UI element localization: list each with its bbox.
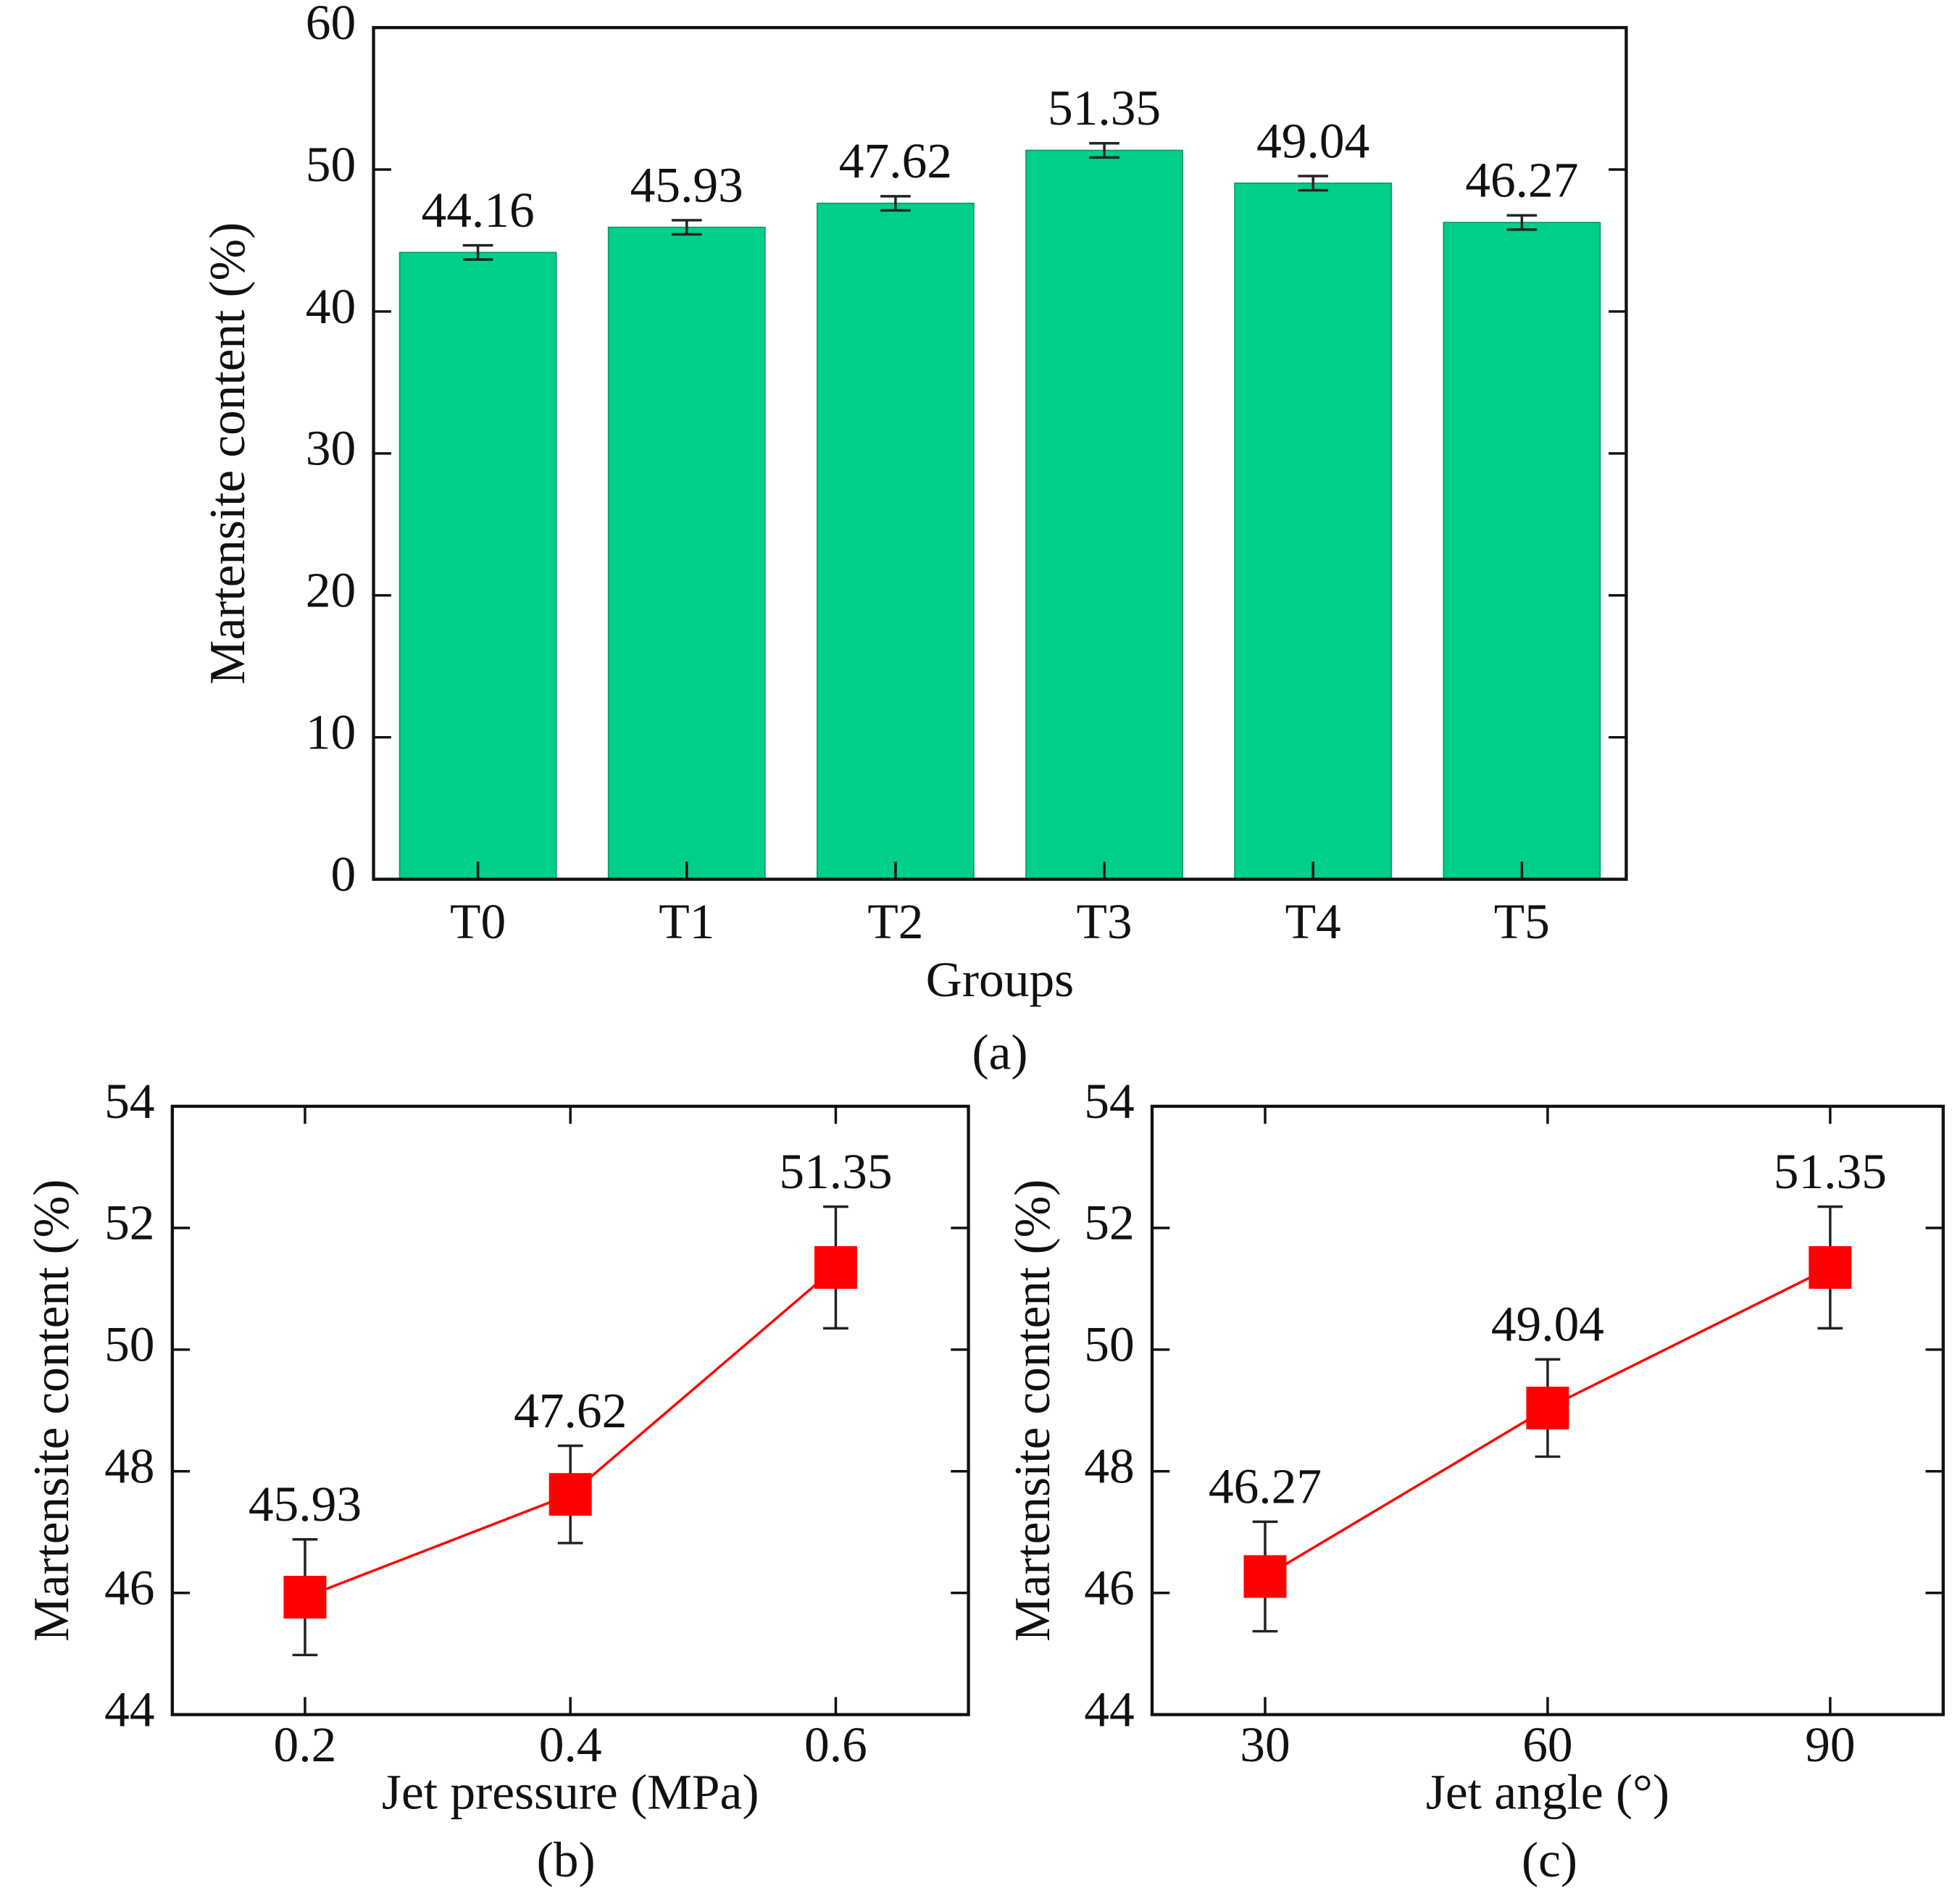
y-tick-label: 0 [331, 846, 356, 902]
data-label: 46.27 [1209, 1458, 1322, 1514]
marker [283, 1576, 327, 1619]
y-tick-label: 20 [306, 562, 356, 618]
data-label: 47.62 [514, 1382, 627, 1438]
data-label: 47.62 [839, 133, 952, 188]
y-tick-label: 54 [1084, 1073, 1134, 1129]
y-tick-label: 50 [306, 136, 356, 192]
panel-caption: (a) [972, 1024, 1027, 1080]
y-tick-label: 40 [306, 278, 356, 334]
data-label: 51.35 [1048, 80, 1161, 135]
plot-frame [170, 1104, 970, 1716]
y-tick-label: 52 [1084, 1195, 1134, 1250]
data-label: 45.93 [630, 156, 743, 212]
y-axis-label: Martensite content (%) [199, 222, 255, 685]
data-label: 45.93 [249, 1476, 362, 1532]
y-tick-label: 50 [1084, 1316, 1134, 1372]
data-label: 46.27 [1465, 152, 1578, 208]
y-tick-label: 44 [1084, 1682, 1134, 1737]
plot-frame [372, 25, 1628, 881]
data-label: 49.04 [1491, 1296, 1604, 1352]
data-label: 49.04 [1256, 112, 1369, 168]
y-tick-label: 48 [104, 1438, 154, 1494]
plot-frame [1150, 1104, 1945, 1716]
marker [1809, 1246, 1852, 1289]
x-tick-label: 0.6 [804, 1716, 867, 1772]
bar [1443, 222, 1601, 880]
y-tick-label: 46 [104, 1560, 154, 1616]
bar [816, 202, 975, 880]
panel-caption: (c) [1522, 1832, 1577, 1887]
x-tick-label: T4 [1285, 893, 1341, 949]
bar [399, 251, 557, 880]
bar [1025, 149, 1183, 880]
x-axis-label: Jet pressure (MPa) [382, 1764, 759, 1820]
marker [1243, 1555, 1287, 1598]
y-axis-label: Martensite content (%) [23, 1179, 79, 1642]
x-tick-label: T2 [867, 893, 923, 949]
panel-caption: (b) [537, 1832, 596, 1887]
y-tick-label: 50 [104, 1316, 154, 1372]
y-tick-label: 10 [306, 704, 356, 760]
y-tick-label: 46 [1084, 1560, 1134, 1616]
y-tick-label: 52 [104, 1195, 154, 1250]
x-tick-label: T5 [1494, 893, 1550, 949]
marker [814, 1246, 857, 1289]
x-tick-label: 30 [1240, 1716, 1290, 1772]
x-tick-label: T3 [1076, 893, 1132, 949]
x-tick-label: 0.4 [539, 1716, 602, 1772]
data-label: 51.35 [1774, 1143, 1887, 1199]
y-axis-label: Martensite content (%) [1004, 1179, 1060, 1642]
x-axis-label: Groups [926, 951, 1074, 1007]
y-tick-label: 30 [306, 420, 356, 476]
marker [549, 1473, 592, 1516]
x-tick-label: T1 [659, 893, 714, 949]
y-tick-label: 54 [104, 1073, 154, 1129]
x-tick-label: T0 [450, 893, 506, 949]
x-axis-label: Jet angle (°) [1426, 1764, 1669, 1820]
x-tick-label: 90 [1805, 1716, 1855, 1772]
y-tick-label: 44 [104, 1682, 154, 1737]
bar [1234, 182, 1393, 880]
y-tick-label: 60 [306, 0, 356, 50]
bar [607, 226, 766, 880]
x-tick-label: 0.2 [274, 1716, 337, 1772]
x-tick-label: 60 [1522, 1716, 1572, 1772]
marker [1526, 1386, 1569, 1429]
data-label: 44.16 [422, 182, 535, 238]
data-label: 51.35 [779, 1143, 892, 1199]
y-tick-label: 48 [1084, 1438, 1134, 1494]
